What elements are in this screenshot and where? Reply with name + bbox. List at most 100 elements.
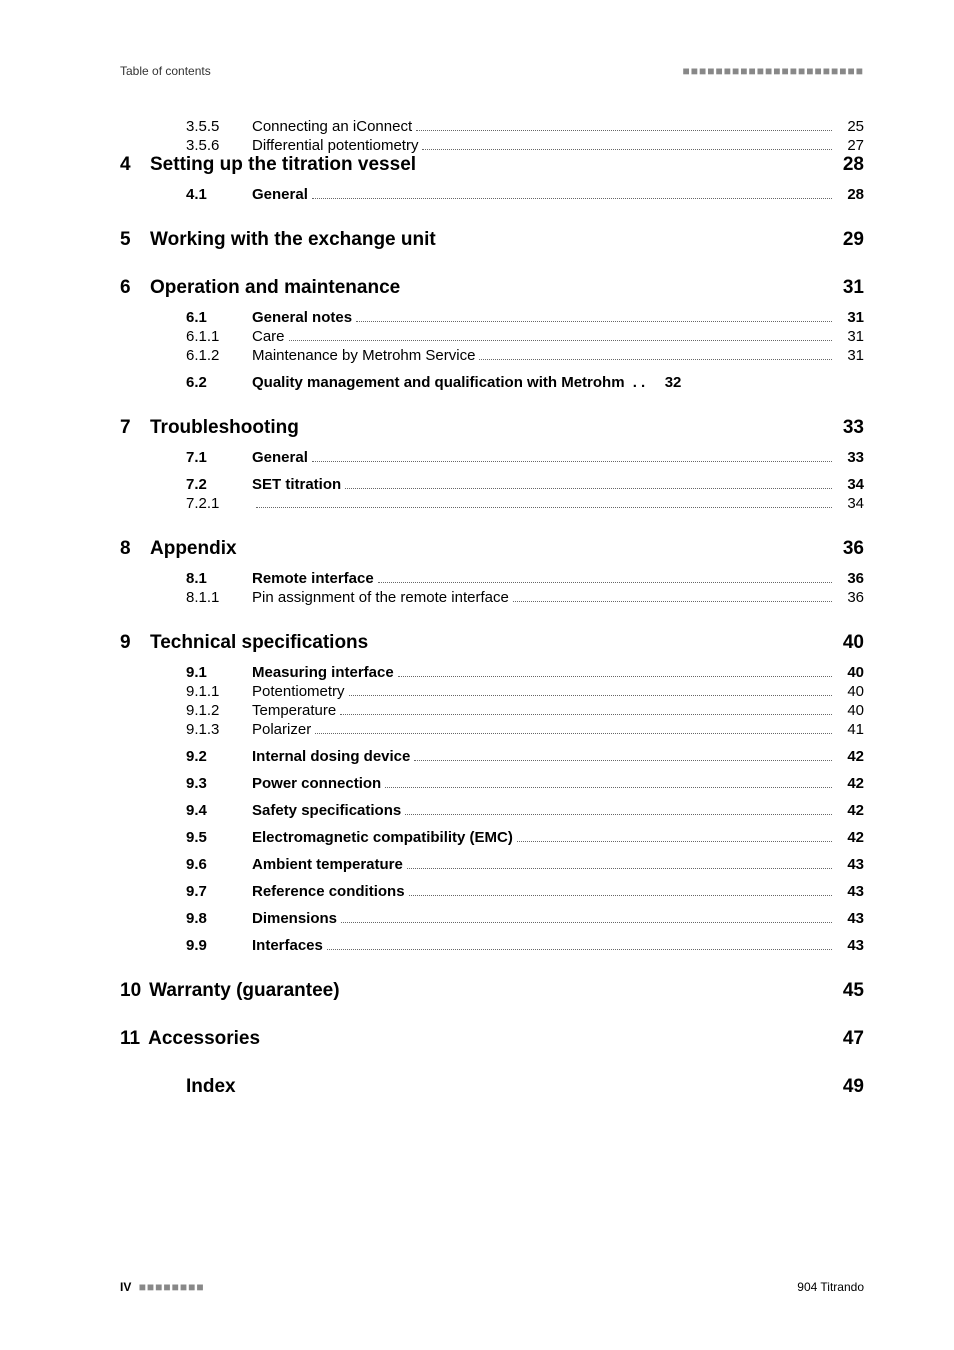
toc-section-row: 9.3Power connection42: [120, 775, 864, 792]
toc-entry-number: 3.5.5: [186, 118, 252, 135]
toc-leader: [479, 359, 832, 360]
toc-section-row: 9.1Measuring interface 40: [120, 664, 864, 681]
toc-leader: [341, 922, 832, 923]
toc-section-row: 4.1General28: [120, 186, 864, 203]
toc-section-row: 8.1Remote interface36: [120, 570, 864, 587]
toc-index-row: Index 49: [120, 1076, 864, 1098]
toc-leader: [340, 714, 832, 715]
toc-entry-number: 9.9: [186, 937, 252, 954]
toc-chapter-title: Appendix: [150, 538, 237, 560]
toc-section-row: 9.4Safety specifications42: [120, 802, 864, 819]
toc-subsection-row: 9.1.3Polarizer41: [120, 721, 864, 738]
toc-entry-number: 9.1: [186, 664, 252, 681]
toc-page-number: 43: [836, 937, 864, 954]
toc-section-row: 7.2SET titration34: [120, 476, 864, 493]
toc-page-number: 36: [836, 538, 864, 560]
toc-page-number: 47: [836, 1028, 864, 1050]
toc-chapter-row: 6Operation and maintenance31: [120, 277, 864, 299]
toc-section-row: 6.2Quality management and qualification …: [120, 374, 864, 391]
toc-page-number: 27: [836, 137, 864, 154]
toc-leader: [315, 733, 832, 734]
toc-entry-number: 7.1: [186, 449, 252, 466]
toc-leader: [378, 582, 832, 583]
toc-chapter-title: Working with the exchange unit: [150, 229, 436, 251]
toc-chapter-row: 11 Accessories47: [120, 1028, 864, 1050]
toc-entry-number: 6.2: [186, 374, 252, 391]
toc-entry-title: Internal dosing device: [252, 748, 410, 765]
toc-page-number: 42: [836, 829, 864, 846]
toc-section-row: 9.5Electromagnetic compatibility (EMC)42: [120, 829, 864, 846]
toc-leader: [398, 676, 832, 677]
toc-entry-title: Pin assignment of the remote interface: [252, 589, 509, 606]
toc-page-number: 42: [836, 802, 864, 819]
table-of-contents: 3.5.5Connecting an iConnect253.5.6Differ…: [120, 118, 864, 1098]
toc-page-number: 40: [836, 702, 864, 719]
toc-leader: [356, 321, 832, 322]
toc-page-number: 36: [836, 570, 864, 587]
toc-entry-title: General: [252, 186, 308, 203]
footer-left: IV ■■■■■■■■: [120, 1280, 205, 1294]
toc-subsection-row: 6.1.1Care 31: [120, 328, 864, 345]
toc-section-row: 9.6Ambient temperature43: [120, 856, 864, 873]
toc-leader-dots: . .: [629, 374, 650, 391]
toc-page-number: 33: [836, 417, 864, 439]
toc-page-number: 40: [836, 632, 864, 654]
toc-leader: [407, 868, 832, 869]
toc-entry-title: Care: [252, 328, 285, 345]
toc-entry-title: Connecting an iConnect: [252, 118, 412, 135]
toc-page-number: 40: [836, 683, 864, 700]
toc-chapter-title: Operation and maintenance: [150, 277, 400, 299]
toc-entry-title: Remote interface: [252, 570, 374, 587]
toc-chapter-number: 7: [120, 417, 150, 439]
toc-chapter-row: 4Setting up the titration vessel28: [120, 154, 864, 176]
toc-chapter-row: 9Technical specifications40: [120, 632, 864, 654]
toc-chapter-number: 5: [120, 229, 150, 251]
toc-entry-title: Dimensions: [252, 910, 337, 927]
toc-chapter-number: 10: [120, 980, 141, 1002]
running-head: Table of contents ■■■■■■■■■■■■■■■■■■■■■■: [120, 64, 864, 78]
toc-leader: [422, 149, 832, 150]
toc-leader: [405, 814, 832, 815]
toc-leader: [414, 760, 832, 761]
toc-page-number: 40: [836, 664, 864, 681]
toc-page-number: 32: [653, 374, 681, 391]
toc-entry-title: Power connection: [252, 775, 381, 792]
toc-entry-title: Measuring interface: [252, 664, 394, 681]
toc-page-number: 28: [836, 154, 864, 176]
toc-leader: [312, 198, 832, 199]
toc-page-number: 45: [836, 980, 864, 1002]
footer-dashes: ■■■■■■■■: [139, 1280, 205, 1294]
page: Table of contents ■■■■■■■■■■■■■■■■■■■■■■…: [0, 0, 954, 1350]
toc-leader: [312, 461, 832, 462]
toc-page-number: 49: [836, 1076, 864, 1098]
toc-entry-title: Quality management and qualification wit…: [252, 374, 625, 391]
toc-chapter-row: 7Troubleshooting33: [120, 417, 864, 439]
toc-page-number: 31: [836, 277, 864, 299]
toc-chapter-title: Warranty (guarantee): [149, 980, 339, 1002]
toc-section-row: 7.1General33: [120, 449, 864, 466]
footer-page-number: IV: [120, 1280, 131, 1294]
toc-chapter-title: Setting up the titration vessel: [150, 154, 416, 176]
toc-page-number: 31: [836, 347, 864, 364]
toc-entry-number: 6.1.2: [186, 347, 252, 364]
toc-subsection-row: 7.2.134: [120, 495, 864, 512]
toc-entry-title: Temperature: [252, 702, 336, 719]
toc-page-number: 31: [836, 328, 864, 345]
toc-subsection-row: 9.1.2Temperature 40: [120, 702, 864, 719]
toc-page-number: 42: [836, 748, 864, 765]
toc-section-row: 6.1General notes31: [120, 309, 864, 326]
toc-leader: [513, 601, 832, 602]
toc-index-title: Index: [186, 1076, 236, 1098]
toc-entry-number: 7.2.1: [186, 495, 252, 512]
toc-entry-number: 3.5.6: [186, 137, 252, 154]
toc-page-number: 41: [836, 721, 864, 738]
toc-leader: [349, 695, 832, 696]
toc-entry-number: 8.1.1: [186, 589, 252, 606]
toc-subsection-row: 3.5.6Differential potentiometry27: [120, 137, 864, 154]
toc-section-row: 9.9Interfaces43: [120, 937, 864, 954]
footer-right: 904 Titrando: [797, 1280, 864, 1294]
toc-page-number: 34: [836, 476, 864, 493]
toc-leader: [416, 130, 832, 131]
toc-entry-number: 6.1.1: [186, 328, 252, 345]
toc-entry-number: 9.1.2: [186, 702, 252, 719]
